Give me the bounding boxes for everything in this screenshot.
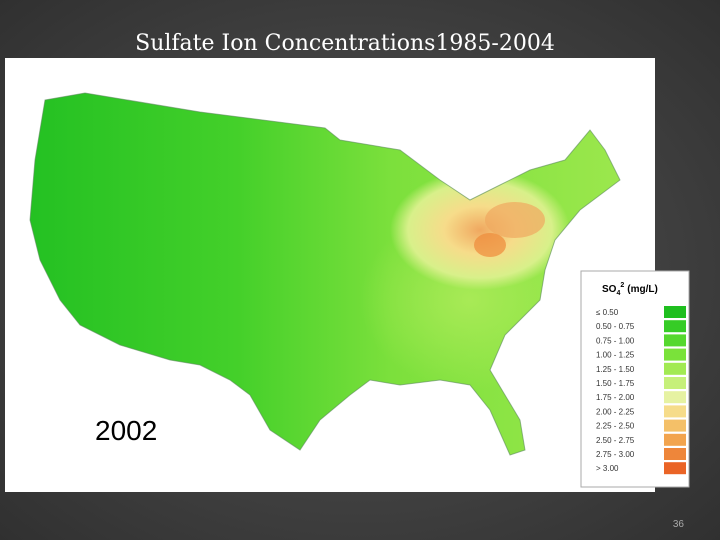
legend-label: 2.00 - 2.25 [596, 407, 635, 416]
legend-swatch [664, 448, 686, 460]
legend-label: 0.75 - 1.00 [596, 336, 635, 345]
legend-label: 2.25 - 2.50 [596, 422, 635, 431]
legend-label: 1.50 - 1.75 [596, 379, 635, 388]
legend-label: 1.75 - 2.00 [596, 393, 635, 402]
legend-swatch [664, 348, 686, 361]
legend-label: ≤ 0.50 [596, 308, 619, 317]
legend-label: 2.75 - 3.00 [596, 450, 635, 459]
legend-title: SO42 (mg/L) [602, 282, 658, 297]
legend-swatch [664, 320, 686, 333]
legend-swatch [664, 391, 686, 404]
legend-swatch [664, 377, 686, 389]
legend-label: 0.50 - 0.75 [596, 322, 635, 331]
legend-label: 1.00 - 1.25 [596, 351, 635, 360]
legend-swatch [664, 419, 686, 432]
legend-label: 2.50 - 2.75 [596, 436, 635, 445]
legend-swatch [664, 462, 686, 475]
legend-swatch [664, 405, 686, 418]
legend-title-sup: 2 [620, 282, 624, 289]
legend-swatch [664, 362, 686, 375]
legend-label: > 3.00 [596, 464, 619, 473]
legend-title-main: SO [602, 284, 617, 295]
legend-title-sub: 4 [616, 290, 620, 297]
year-label: 2002 [95, 415, 157, 446]
legend-swatch [664, 334, 686, 347]
legend-title-unit: (mg/L) [627, 284, 658, 295]
legend-label: 1.25 - 1.50 [596, 365, 635, 374]
legend: SO42 (mg/L) ≤ 0.50 0.50 - 0.75 0.75 - 1.00 1… [580, 270, 690, 488]
legend-swatch [664, 433, 686, 446]
slide-title: Sulfate Ion Concentrations1985-2004 [135, 31, 555, 56]
page-number: 36 [673, 519, 685, 530]
legend-swatch [664, 306, 686, 318]
